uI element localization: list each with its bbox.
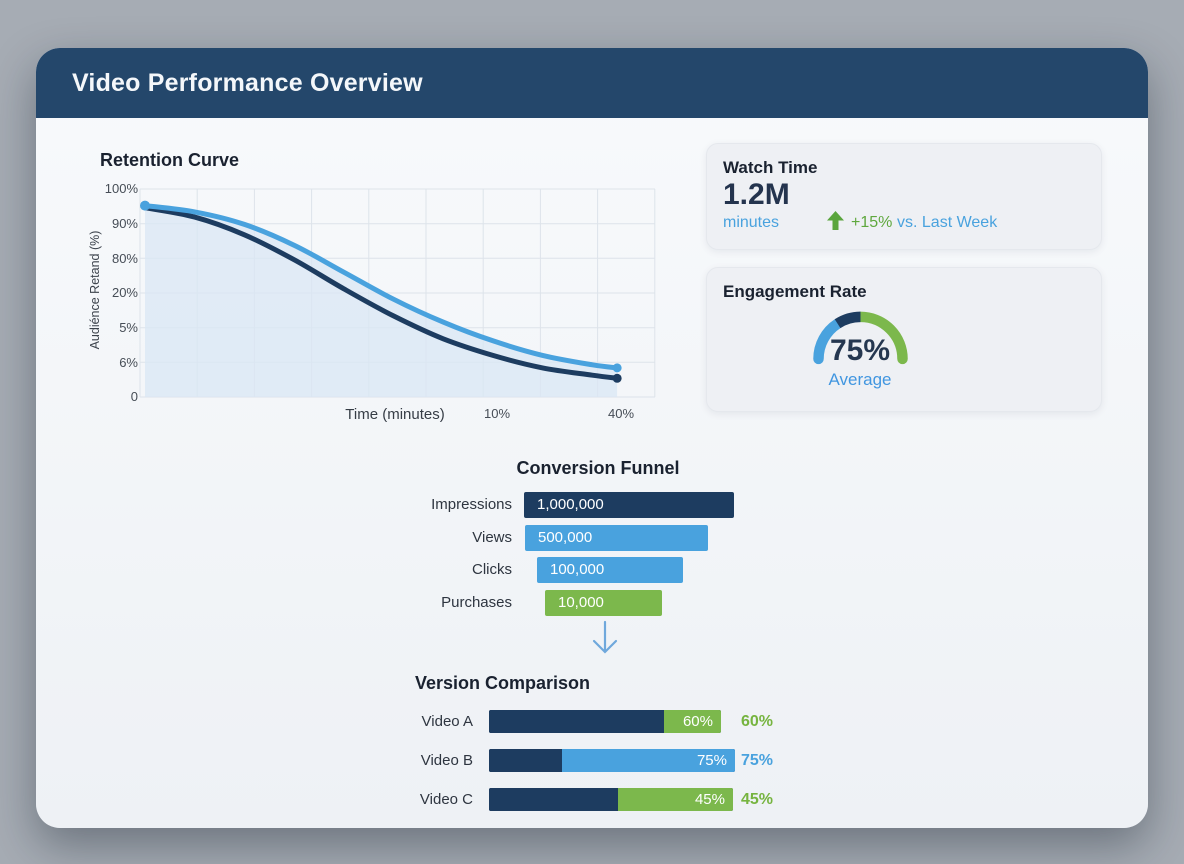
watch-time-delta: +15% <box>851 214 893 231</box>
gauge-green-arc <box>854 311 908 365</box>
blue-curve-end-dot <box>612 363 622 373</box>
gauge-navy-arc <box>834 311 861 329</box>
funnel-bar-views: 500,000 <box>525 525 708 551</box>
funnel-row-label: Clicks <box>472 561 512 578</box>
bar-base-segment <box>489 710 664 733</box>
retention-title: Retention Curve <box>100 150 240 170</box>
version-bar-video-a: 60% <box>489 710 721 733</box>
funnel-bar-purchases: 10,000 <box>545 590 662 616</box>
funnel-bar-value: 10,000 <box>558 594 604 611</box>
version-pct-label: 75% <box>741 752 774 769</box>
watch-time-value: 1.2M <box>723 178 790 211</box>
watch-time-unit: minutes <box>723 214 780 231</box>
version-pct-label: 60% <box>741 713 774 730</box>
up-arrow-icon <box>827 211 844 230</box>
bar-base-segment <box>489 749 562 772</box>
gauge-blue-arc <box>812 318 843 365</box>
gauge-arc <box>812 311 908 365</box>
y-tick: 100% <box>104 181 138 196</box>
funnel-row-label: Views <box>472 529 512 546</box>
bar-fill-segment: 45% <box>618 788 733 811</box>
funnel-row-label: Purchases <box>441 594 512 611</box>
panel-header: Video Performance Overview <box>36 48 1148 118</box>
bar-inner-pct: 45% <box>694 791 725 808</box>
bar-inner-pct: 75% <box>696 752 727 769</box>
version-pct-label: 45% <box>741 791 774 808</box>
watch-time-delta-note: vs. Last Week <box>897 214 998 231</box>
page-title: Video Performance Overview <box>72 68 423 97</box>
y-tick: 90% <box>111 216 138 231</box>
dashboard-panel: Video Performance Overview Retention Cur… <box>36 48 1148 828</box>
engagement-value: 75% <box>829 334 891 367</box>
watch-time-card: Watch Time 1.2M minutes +15% vs. Last We… <box>706 143 1102 250</box>
x-tick: 40% <box>607 406 635 421</box>
bar-fill-segment: 75% <box>562 749 735 772</box>
bar-inner-pct: 60% <box>682 713 713 730</box>
funnel-bar-value: 1,000,000 <box>537 496 604 513</box>
engagement-card: Engagement Rate 75% Average <box>706 267 1102 412</box>
y-tick: 0 <box>130 389 138 404</box>
navy-curve <box>142 205 620 381</box>
bar-base-segment <box>489 788 618 811</box>
x-axis-label: Time (minutes) <box>345 406 445 423</box>
version-row-label: Video C <box>419 791 473 808</box>
retention-area-fill <box>145 205 618 397</box>
curve-start-dot <box>140 200 150 211</box>
funnel-bar-value: 500,000 <box>538 529 593 546</box>
watch-time-title: Watch Time <box>723 158 818 177</box>
y-tick: 80% <box>111 251 138 266</box>
y-tick: 20% <box>111 285 138 300</box>
funnel-bar-clicks: 100,000 <box>537 557 683 583</box>
x-tick: 10% <box>483 406 511 421</box>
engagement-title: Engagement Rate <box>723 282 867 301</box>
funnel-bar-impressions: 1,000,000 <box>524 492 734 518</box>
version-bar-video-b: 75% <box>489 749 735 772</box>
version-row-label: Video A <box>421 713 473 730</box>
version-row-label: Video B <box>420 752 473 769</box>
bar-fill-segment: 60% <box>664 710 721 733</box>
y-tick: 5% <box>119 320 138 335</box>
blue-curve <box>142 203 620 371</box>
funnel-bar-value: 100,000 <box>550 561 605 578</box>
retention-line-chart <box>139 188 656 398</box>
funnel-title: Conversion Funnel <box>516 458 680 478</box>
navy-curve-end-dot <box>612 373 622 383</box>
version-bar-video-c: 45% <box>489 788 733 811</box>
funnel-row-label: Impressions <box>431 496 512 513</box>
engagement-label: Average <box>828 370 892 389</box>
down-arrow-icon <box>592 620 618 654</box>
version-comparison-title: Version Comparison <box>415 673 591 693</box>
y-tick: 6% <box>119 355 138 370</box>
engagement-gauge: 75% Average <box>805 306 915 406</box>
